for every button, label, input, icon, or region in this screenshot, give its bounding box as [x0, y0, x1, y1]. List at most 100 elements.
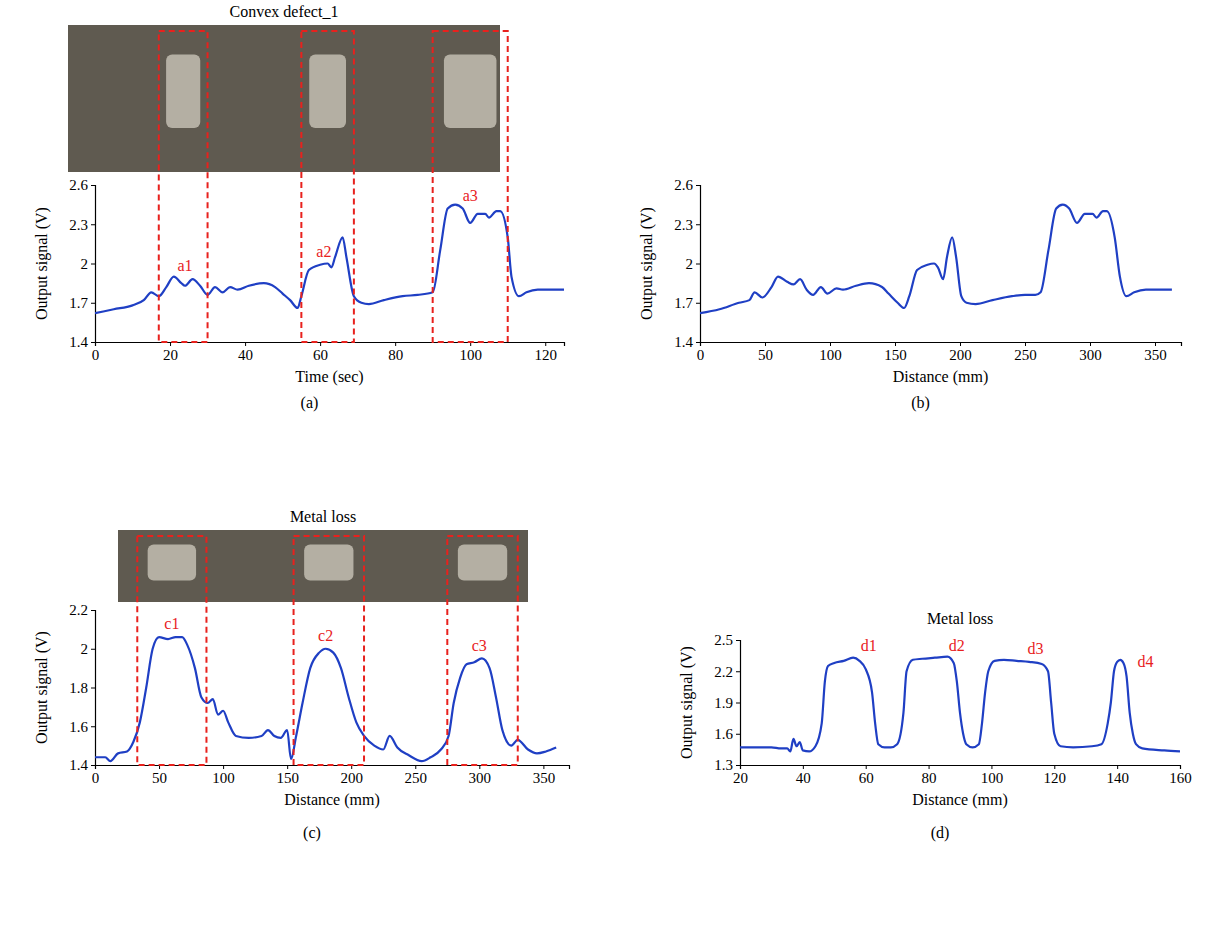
tick: 140 [1106, 765, 1129, 786]
tick: 1.8 [69, 680, 95, 696]
tick-mark [91, 342, 95, 343]
signal-line [740, 657, 1180, 752]
tick-label: 2 [686, 256, 694, 272]
tick: 350 [533, 765, 556, 786]
tick: 120 [1044, 765, 1067, 786]
tick-mark [960, 342, 961, 346]
panel: Metal loss204060801001201401601.31.61.92… [678, 610, 1192, 842]
tick: 2.2 [69, 602, 95, 618]
tick: 0 [697, 342, 705, 363]
specimen-photo [68, 25, 500, 172]
tick: 80 [388, 342, 403, 363]
tick-mark [91, 264, 95, 265]
tick-mark [696, 342, 700, 343]
tick: 1.4 [69, 334, 95, 350]
tick: 1.7 [674, 295, 700, 311]
tick: 100 [212, 765, 235, 786]
tick-label: 60 [313, 347, 328, 363]
tick-mark [830, 342, 831, 346]
tick-mark [696, 303, 700, 304]
tick-label: 100 [212, 770, 235, 786]
tick: 2.3 [69, 217, 95, 233]
tick: 150 [884, 342, 907, 363]
tick-label: 1.3 [714, 757, 733, 773]
tick: 160 [1169, 765, 1192, 786]
tick: 1.4 [674, 334, 700, 350]
tick-label: 2 [81, 256, 89, 272]
specimen-defect [304, 544, 353, 580]
tick-label: 20 [733, 770, 748, 786]
tick-mark [736, 671, 740, 672]
panel-label: (d) [931, 824, 950, 842]
x-axis-title: Distance (mm) [284, 791, 380, 809]
axis-line [91, 186, 96, 343]
signal-line [95, 205, 564, 314]
tick-mark [395, 342, 396, 346]
axis-line [91, 611, 96, 766]
tick-label: 50 [152, 770, 167, 786]
tick-mark [415, 765, 416, 769]
x-axis: 020406080100120 [92, 342, 565, 363]
tick-mark [736, 734, 740, 735]
tick-mark [545, 342, 546, 346]
specimen-photo [118, 530, 528, 602]
tick: 1.7 [69, 295, 95, 311]
tick-label: 0 [92, 770, 100, 786]
tick: 300 [1079, 342, 1102, 363]
tick-mark [696, 264, 700, 265]
tick-mark [543, 765, 544, 769]
tick: 50 [152, 765, 167, 786]
tick: 20 [733, 765, 748, 786]
plot-area [740, 657, 1180, 752]
tick-label: 60 [859, 770, 874, 786]
tick: 100 [819, 342, 842, 363]
tick-mark [696, 185, 700, 186]
tick: 2.3 [674, 217, 700, 233]
tick-mark [170, 342, 171, 346]
tick: 2 [81, 641, 96, 657]
peak-label: a1 [177, 257, 192, 274]
tick: 40 [796, 765, 811, 786]
tick: 60 [313, 342, 328, 363]
tick-label: 2.2 [714, 664, 733, 680]
specimen-defect [444, 54, 497, 128]
peak-label: d2 [949, 637, 965, 654]
peak-label: d4 [1137, 653, 1153, 670]
tick-label: 100 [981, 770, 1004, 786]
x-axis: 050100150200250300350 [92, 765, 570, 786]
tick-label: 2.3 [674, 217, 693, 233]
tick-label: 200 [949, 347, 972, 363]
tick-label: 1.4 [674, 334, 693, 350]
tick-label: 2 [81, 641, 89, 657]
tick-mark [736, 765, 740, 766]
x-axis-title: Distance (mm) [893, 368, 989, 386]
axis-line [696, 186, 701, 343]
tick-label: 100 [459, 347, 482, 363]
tick-mark [1025, 342, 1026, 346]
tick-mark [736, 703, 740, 704]
panel: Metal loss0501001502002503003501.41.61.8… [33, 508, 570, 842]
tick-label: 0 [697, 347, 705, 363]
tick: 2.6 [69, 177, 95, 193]
x-axis: 050100150200250300350 [697, 342, 1182, 363]
x-axis-title: Time (sec) [295, 368, 363, 386]
tick-label: 100 [819, 347, 842, 363]
tick-mark [929, 765, 930, 769]
y-axis: 1.4 1.7 2 2.3 2.6 [69, 177, 95, 350]
tick: 100 [459, 342, 482, 363]
tick-label: 250 [405, 770, 428, 786]
tick-label: 1.4 [69, 334, 88, 350]
tick-label: 350 [1144, 347, 1167, 363]
peak-label: c1 [164, 615, 179, 632]
specimen-defect [309, 54, 346, 128]
tick-label: 80 [922, 770, 937, 786]
tick-label: 2.3 [69, 217, 88, 233]
tick: 50 [758, 342, 773, 363]
tick-mark [991, 765, 992, 769]
tick-label: 2.2 [69, 602, 88, 618]
tick-label: 140 [1106, 770, 1129, 786]
tick: 2.2 [714, 664, 740, 680]
panel: 0501001502002503003501.41.722.32.6Distan… [638, 177, 1182, 412]
tick-mark [223, 765, 224, 769]
panel-label: (b) [911, 394, 930, 412]
